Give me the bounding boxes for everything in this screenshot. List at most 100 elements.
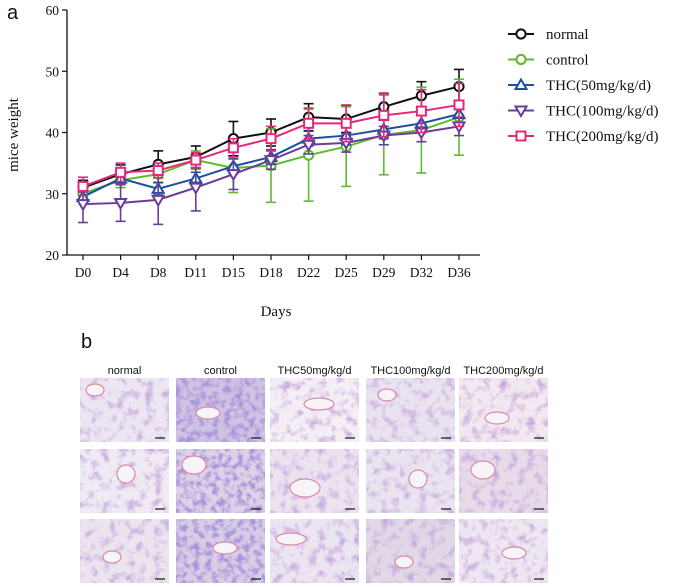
- airway-lumen: [501, 546, 527, 560]
- data-point: [226, 169, 241, 182]
- legend-label: THC(200mg/kg/d): [546, 129, 659, 145]
- x-tick-label: D15: [222, 265, 245, 280]
- x-tick-label: D36: [447, 265, 470, 280]
- legend-entry: THC(200mg/kg/d): [508, 129, 659, 145]
- airway-lumen: [102, 550, 122, 564]
- legend-marker: [515, 28, 527, 40]
- x-tick-label: D11: [184, 265, 207, 280]
- legend-label: control: [546, 53, 589, 69]
- histology-image: [176, 378, 265, 442]
- tissue-texture: [366, 519, 455, 583]
- data-point: [301, 139, 316, 153]
- legend: normal control THC(50mg/kg/d) THC(100mg/kg/…: [508, 27, 659, 145]
- histology-image: [366, 519, 455, 583]
- legend-marker: [515, 53, 527, 66]
- panel-label-a: a: [7, 2, 19, 24]
- y-tick-label: 20: [46, 248, 60, 263]
- histology-image: [459, 449, 548, 513]
- legend-entry: control: [508, 53, 589, 69]
- x-tick-label: D4: [112, 265, 129, 280]
- data-point: [265, 133, 277, 145]
- airway-lumen: [195, 406, 221, 420]
- legend-marker: [515, 130, 527, 142]
- airway-lumen: [289, 478, 321, 498]
- data-point: [75, 199, 91, 212]
- x-ticks: D0 D4 D8 D11 D15 D18 D22 D25 D29 D32 D36: [75, 255, 471, 280]
- panel-label-b: b: [81, 331, 92, 353]
- histology-grid: normal control THC50mg/kg/d THC100mg/kg/d TH…: [80, 365, 548, 583]
- airway-lumen: [394, 555, 414, 569]
- legend-marker: [513, 105, 529, 118]
- data-point: [415, 105, 427, 117]
- histology-image: [270, 519, 359, 583]
- line-chart: 20 30 40 50 60 D0 D4 D8 D11 D15 D18 D22 D25 D29 D32 D3…: [6, 3, 480, 320]
- series-4: [77, 82, 465, 197]
- airway-lumen: [116, 464, 136, 484]
- data-point: [263, 155, 279, 168]
- x-tick-label: D32: [410, 265, 433, 280]
- tissue-texture: [176, 378, 265, 442]
- airway-lumen: [470, 460, 496, 480]
- histology-column-header: normal: [108, 365, 142, 377]
- airway-lumen: [275, 532, 307, 546]
- histology-column-header: THC50mg/kg/d: [278, 365, 352, 377]
- legend-entry: THC(50mg/kg/d): [508, 77, 651, 94]
- airway-lumen: [408, 469, 428, 489]
- y-tick-label: 40: [46, 126, 60, 141]
- y-tick-label: 30: [46, 187, 60, 202]
- y-axis-label: mice weight: [6, 97, 22, 172]
- airway-lumen: [85, 383, 105, 397]
- airway-lumen: [377, 388, 397, 402]
- histology-image: [366, 378, 455, 442]
- x-tick-label: D8: [150, 265, 167, 280]
- series-layer: [75, 68, 467, 226]
- histology-image: [176, 449, 265, 513]
- data-point: [190, 154, 202, 166]
- legend-label: THC(100mg/kg/d): [546, 104, 659, 120]
- tissue-texture: [459, 378, 548, 442]
- tissue-texture: [459, 449, 548, 513]
- y-tick-label: 50: [46, 64, 60, 79]
- data-point: [77, 180, 89, 192]
- x-tick-label: D25: [335, 265, 358, 280]
- data-point: [113, 197, 128, 211]
- histology-image: [459, 378, 548, 442]
- legend-entry: normal: [508, 27, 589, 43]
- histology-image: [80, 378, 169, 442]
- data-point: [453, 99, 465, 111]
- airway-lumen: [303, 397, 335, 411]
- x-tick-label: D22: [297, 265, 320, 280]
- data-point: [227, 142, 239, 154]
- histology-image: [176, 519, 265, 583]
- histology-column-header: control: [204, 365, 237, 377]
- data-point: [340, 117, 352, 129]
- histology-image: [366, 449, 455, 513]
- histology-image: [270, 378, 359, 442]
- data-point: [152, 164, 164, 176]
- histology-column-header: THC200mg/kg/d: [463, 365, 543, 377]
- legend-label: normal: [546, 27, 589, 43]
- x-axis-label: Days: [261, 304, 292, 320]
- x-tick-label: D29: [372, 265, 395, 280]
- tissue-texture: [80, 519, 169, 583]
- legend-label: THC(50mg/kg/d): [546, 78, 651, 94]
- legend-marker: [513, 77, 529, 90]
- airway-lumen: [212, 541, 238, 555]
- y-tick-label: 60: [46, 3, 60, 18]
- tissue-texture: [270, 519, 359, 583]
- histology-image: [270, 449, 359, 513]
- x-tick-label: D0: [75, 265, 92, 280]
- histology-image: [80, 449, 169, 513]
- airway-lumen: [484, 411, 510, 425]
- data-point: [188, 182, 204, 196]
- tissue-texture: [366, 378, 455, 442]
- legend-entry: THC(100mg/kg/d): [508, 104, 659, 120]
- y-ticks: 20 30 40 50 60: [46, 3, 67, 263]
- data-point: [378, 109, 390, 121]
- airway-lumen: [181, 455, 207, 475]
- data-point: [115, 166, 127, 178]
- histology-image: [459, 519, 548, 583]
- histology-image: [80, 519, 169, 583]
- x-tick-label: D18: [259, 265, 282, 280]
